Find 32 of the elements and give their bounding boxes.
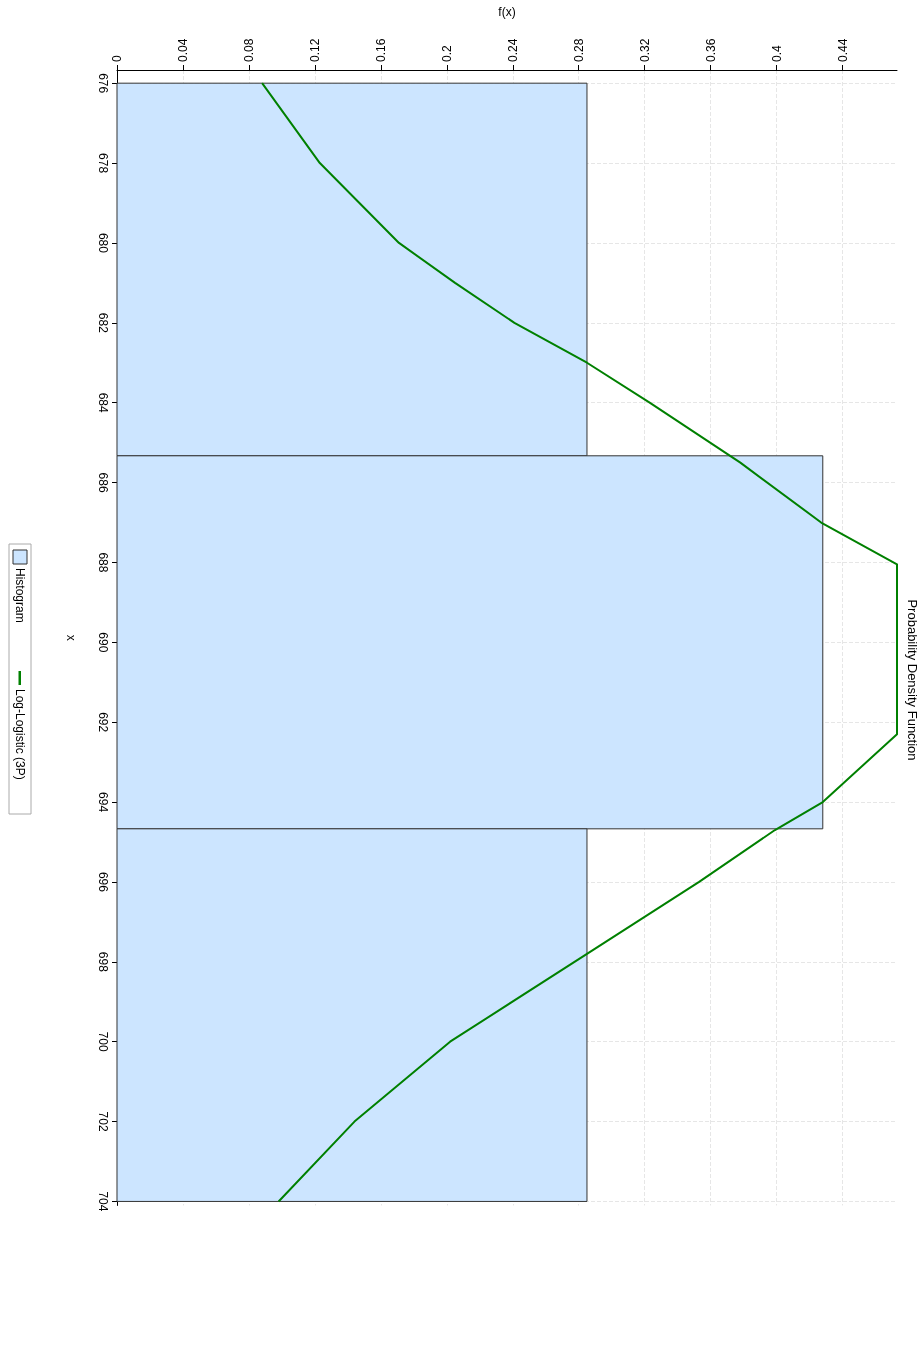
x-tick-label: 0.04 [175, 38, 190, 62]
y-axis-title: x [64, 634, 78, 641]
y-tick-label: 676 [96, 73, 110, 94]
y-tick-label: 688 [96, 552, 110, 573]
x-tick-label: 0.16 [373, 38, 388, 62]
x-tick-label: 0.28 [571, 38, 586, 62]
y-tick-label: 700 [96, 1031, 110, 1053]
x-tick-label: 0.44 [835, 38, 850, 62]
x-tick-label: 0.08 [241, 38, 256, 62]
y-tick-label: 680 [96, 232, 110, 254]
y-tick-label: 690 [96, 632, 110, 653]
x-tick-label: 0 [110, 55, 124, 62]
x-tick-label: 0.24 [505, 38, 520, 62]
y-tick-label: 698 [96, 951, 110, 973]
legend-label: Histogram [13, 568, 27, 623]
x-tick-label: 0.4 [769, 44, 784, 62]
y-tick-label: 684 [96, 392, 110, 414]
y-tick-label: 692 [96, 712, 110, 733]
y-tick-label: 696 [96, 871, 110, 893]
y-tick-label: 686 [96, 472, 110, 493]
x-tick-label: 0.32 [637, 38, 652, 62]
y-tick-label: 694 [96, 792, 110, 813]
y-tick-label: 678 [96, 153, 110, 174]
legend-label: Log-Logistic (3P) [13, 689, 27, 780]
y-tick-label: 704 [96, 1191, 110, 1212]
x-axis-title: f(x) [498, 5, 516, 19]
x-tick-label: 0.36 [703, 38, 718, 62]
y-tick-label: 682 [96, 312, 110, 334]
text: Probability Density Function [904, 599, 920, 761]
x-tick-label: 0.12 [307, 38, 322, 62]
x-tick-label: 0.2 [439, 44, 454, 62]
y-tick-label: 702 [96, 1111, 110, 1132]
